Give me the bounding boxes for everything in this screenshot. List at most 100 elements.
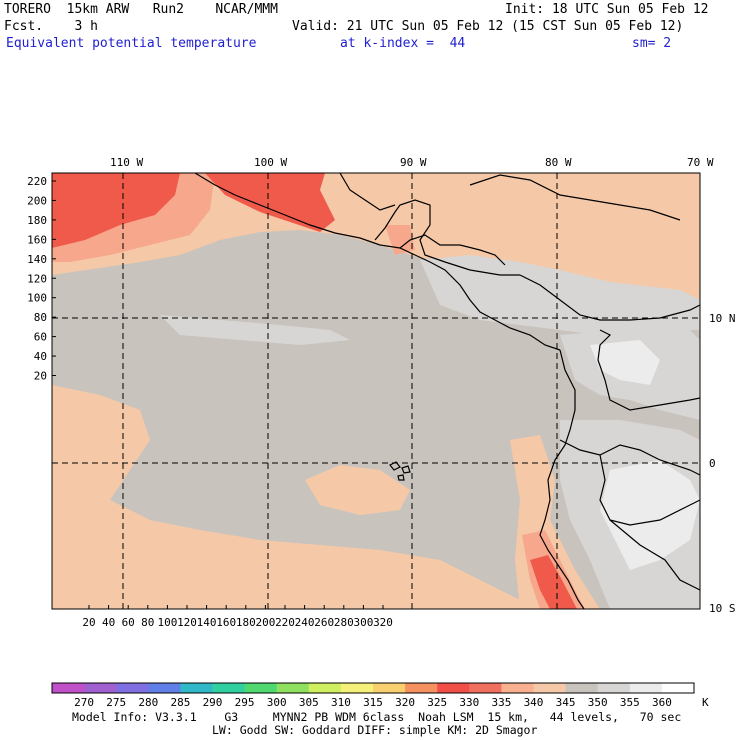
border-peru-brazil: [599, 454, 700, 526]
lat-label-10s: 10 S: [709, 602, 736, 615]
cold-region-amazon: [600, 460, 700, 570]
y-tick-label: 60: [34, 331, 47, 344]
colorbar-swatch: [244, 683, 278, 693]
colorbar-swatch: [501, 683, 534, 693]
colorbar-swatch: [533, 683, 567, 693]
lat-label-10n: 10 N: [709, 312, 736, 325]
y-tick-label: 200: [27, 194, 47, 207]
border-central-america: [399, 234, 506, 266]
colorbar-swatch: [469, 683, 502, 693]
border-colombia-ecuador: [559, 439, 700, 476]
coastlines: [194, 173, 700, 609]
colorbar-swatch: [661, 683, 695, 693]
colorbar-swatch: [52, 683, 85, 693]
y-axis-ticks: 220 200 180 160 140 120 100 80 60 40 20: [27, 175, 56, 383]
coastline-yucatan: [374, 199, 520, 276]
forecast-hour: Fcst. 3 h: [4, 19, 98, 34]
colorbar-swatch: [148, 683, 181, 693]
temperature-field: [52, 173, 700, 609]
colorbar-swatch: [373, 683, 406, 693]
colorbar-unit: K: [702, 696, 709, 709]
y-tick-label: 100: [27, 292, 47, 305]
field-name: Equivalent potential temperature: [6, 36, 257, 51]
colorbar-label: 310: [331, 696, 351, 709]
warm-335-region-guatemala: [385, 225, 415, 255]
x-tick-label: 200: [255, 616, 275, 629]
y-tick-label: 80: [34, 311, 47, 324]
cool-region-central-america: [420, 255, 700, 335]
coastline-caribbean: [519, 274, 700, 321]
y-tick-label: 40: [34, 350, 47, 363]
x-tick-label: 220: [275, 616, 295, 629]
hot-region-nw: [52, 173, 180, 248]
coastline-south-america-north: [597, 329, 700, 411]
x-tick-label: 300: [353, 616, 373, 629]
colorbar-swatch: [597, 683, 631, 693]
colorbar-swatch: [276, 683, 310, 693]
colorbar-swatch: [116, 683, 149, 693]
colorbar-label: 360: [652, 696, 672, 709]
cold-region-north: [590, 340, 660, 385]
x-tick-label: 240: [295, 616, 315, 629]
x-tick-label: 140: [197, 616, 217, 629]
x-tick-label: 20: [82, 616, 95, 629]
y-tick-label: 220: [27, 175, 47, 188]
colorbar-label: 305: [299, 696, 319, 709]
colorbar-frame: [51, 682, 695, 694]
colorbar: 270 275 280 285 290 295 300 305 310 315 320 325 330 3…: [51, 682, 709, 709]
x-tick-label: 320: [373, 616, 393, 629]
colorbar-swatch: [437, 683, 470, 693]
colorbar-swatch: [308, 683, 342, 693]
x-tick-label: 120: [177, 616, 197, 629]
colorbar-swatch: [84, 683, 117, 693]
valid-time: Valid: 21 UTC Sun 05 Feb 12 (15 CST Sun …: [292, 19, 684, 34]
colorbar-label: 315: [363, 696, 383, 709]
x-tick-label: 80: [141, 616, 154, 629]
colorbar-label: 340: [524, 696, 544, 709]
y-tick-label: 20: [34, 370, 47, 383]
colorbar-label: 290: [203, 696, 223, 709]
y-tick-label: 160: [27, 233, 47, 246]
coastline-cuba: [469, 174, 681, 221]
colorbar-label: 335: [491, 696, 511, 709]
colorbar-label: 350: [588, 696, 608, 709]
smoothing-info: sm= 2: [632, 36, 672, 51]
island-galapagos-2: [401, 465, 411, 474]
x-tick-label: 100: [157, 616, 177, 629]
x-tick-label: 260: [314, 616, 334, 629]
map-frame: [51, 172, 701, 610]
border-amazon-lower: [609, 519, 700, 591]
hot-region-peru: [530, 555, 577, 609]
colorbar-label: 275: [106, 696, 126, 709]
colorbar-swatch: [212, 683, 246, 693]
y-tick-label: 140: [27, 253, 47, 266]
x-axis-ticks: 20 40 60 80 100 120 140 160 180 200 220 240 260 280 30…: [82, 605, 393, 629]
coastline-south-america-west: [539, 349, 585, 609]
colorbar-label: 295: [235, 696, 255, 709]
x-tick-label: 60: [122, 616, 135, 629]
coastline-gulf: [339, 173, 396, 211]
warm-region-southwest: [52, 385, 540, 609]
colorbar-label: 270: [74, 696, 94, 709]
y-tick-label: 180: [27, 214, 47, 227]
hot-region-mexico: [205, 173, 335, 232]
lon-label-90w: 90 W: [400, 156, 427, 169]
cool-region-pacific-north: [160, 315, 350, 345]
lon-label-100w: 100 W: [254, 156, 287, 169]
lon-label-110w: 110 W: [110, 156, 143, 169]
top-labels: 110 W 100 W 90 W 80 W 70 W: [110, 156, 714, 169]
x-tick-label: 280: [334, 616, 354, 629]
level-info: at k-index = 44: [340, 36, 466, 51]
x-tick-label: 40: [102, 616, 115, 629]
colorbar-label: 320: [395, 696, 415, 709]
colorbar-swatch: [340, 683, 374, 693]
graticule: [52, 173, 700, 609]
colorbar-swatch: [629, 683, 663, 693]
init-time: Init: 18 UTC Sun 05 Feb 12: [505, 2, 709, 17]
colorbar-swatch: [565, 683, 599, 693]
lon-label-70w: 70 W: [687, 156, 714, 169]
model-title: TORERO 15km ARW Run2 NCAR/MMM: [4, 2, 278, 17]
lat-label-0: 0: [709, 457, 716, 470]
physics-info: LW: Godd SW: Goddard DIFF: simple KM: 2D…: [212, 723, 538, 737]
colorbar-label: 300: [267, 696, 287, 709]
